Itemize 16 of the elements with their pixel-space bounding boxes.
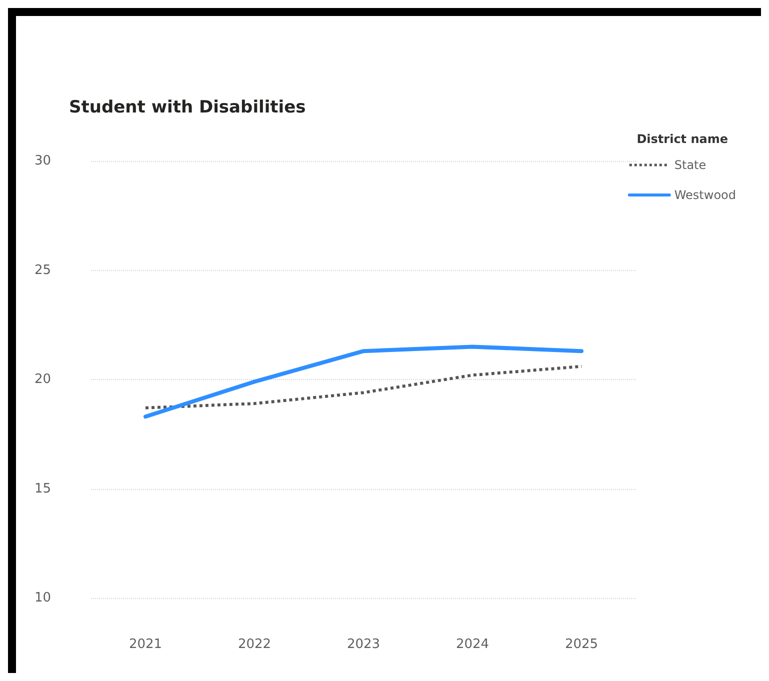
x-tick-label: 2021: [128, 637, 162, 652]
line-series: [144, 364, 583, 410]
legend-label: State: [674, 158, 706, 172]
x-tick-label: 2024: [456, 637, 490, 652]
legend-title: District name: [636, 132, 728, 146]
x-tick-label: 2025: [564, 637, 598, 652]
y-tick-label: 30: [34, 154, 51, 168]
x-tick-label: 2023: [346, 637, 380, 652]
legend-label: Westwood: [674, 188, 736, 202]
chart-title: Student with Disabilities: [69, 98, 306, 118]
y-tick-label: 15: [34, 481, 51, 496]
y-tick-label: 10: [34, 590, 51, 606]
x-tick-label: 2022: [238, 637, 272, 652]
y-tick-label: 20: [34, 372, 51, 387]
y-tick-label: 25: [34, 262, 51, 278]
line-series: [144, 344, 584, 419]
